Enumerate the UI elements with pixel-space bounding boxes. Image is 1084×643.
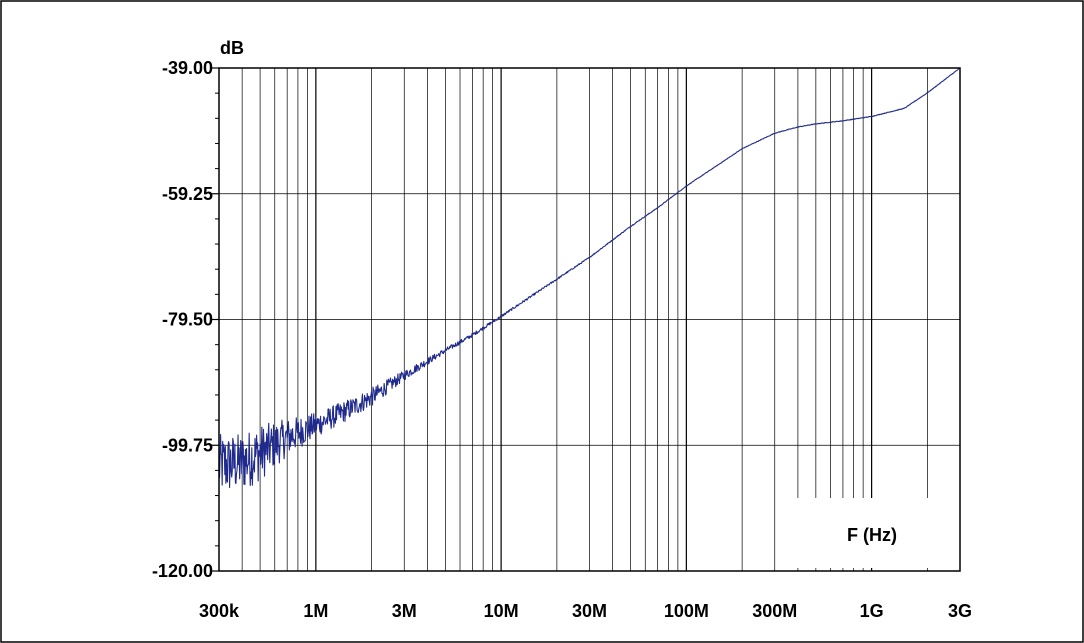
series-line <box>218 67 961 489</box>
y-tick-label: -79.50 <box>162 310 213 330</box>
x-tick-label: 30M <box>572 601 607 621</box>
series <box>218 67 961 489</box>
y-tick-label: -120.00 <box>152 561 213 581</box>
x-tick-label: 3G <box>948 601 972 621</box>
x-tick-label: 300k <box>199 601 240 621</box>
y-axis-label: dB <box>220 38 244 58</box>
y-tick-label: -39.00 <box>162 58 213 78</box>
y-tick-label: -99.75 <box>162 435 213 455</box>
x-tick-label: 3M <box>392 601 417 621</box>
x-tick-label: 10M <box>484 601 519 621</box>
plot-frame <box>218 67 961 572</box>
x-tick-label: 1G <box>860 601 884 621</box>
axis-unit-box: F (Hz) <box>797 498 954 568</box>
x-axis-label: F (Hz) <box>847 525 897 545</box>
x-tick-label: 300M <box>752 601 797 621</box>
axis-labels: -39.00 -59.25 -79.50 -99.75 -120.00 300k 1M 3M 1… <box>152 58 972 621</box>
x-tick-label: 100M <box>664 601 709 621</box>
axis-unit-box-bg <box>797 498 954 568</box>
x-tick-label: 1M <box>303 601 328 621</box>
y-tick-label: -59.25 <box>162 184 213 204</box>
